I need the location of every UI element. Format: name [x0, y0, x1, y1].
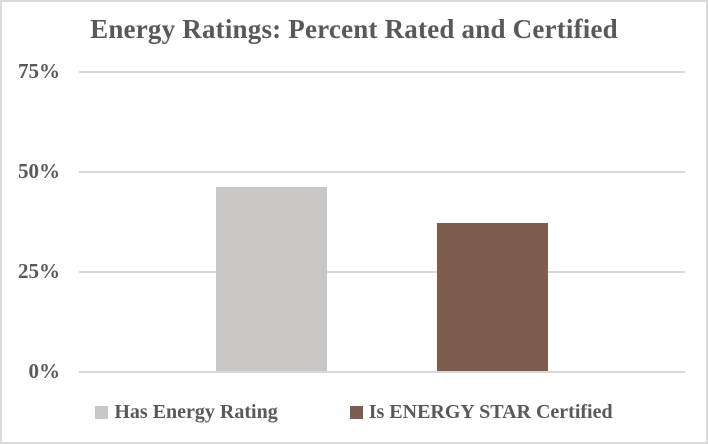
plot-area: [79, 71, 685, 373]
legend-item-has-energy-rating: Has Energy Rating: [95, 399, 278, 425]
y-axis-tick-25: 25%: [18, 259, 60, 283]
legend-label-energy-star-certified: Is ENERGY STAR Certified: [368, 401, 613, 423]
bar-has-energy-rating: [216, 187, 327, 371]
legend-item-energy-star-certified: Is ENERGY STAR Certified: [349, 399, 613, 425]
y-axis-tick-0: 0%: [28, 359, 61, 383]
y-axis-tick-75: 75%: [18, 59, 60, 83]
chart-title: Energy Ratings: Percent Rated and Certif…: [90, 14, 618, 44]
gridline-0: [79, 371, 685, 373]
gridline-50: [79, 171, 685, 173]
legend-swatch-brown-icon: [349, 405, 363, 419]
legend-label-has-energy-rating: Has Energy Rating: [114, 401, 278, 423]
legend-swatch-gray-icon: [95, 405, 109, 419]
y-axis-tick-50: 50%: [18, 159, 60, 183]
gridline-25: [79, 271, 685, 273]
bar-energy-star-certified: [437, 223, 548, 371]
legend: Has Energy Rating Is ENERGY STAR Certifi…: [2, 399, 706, 425]
gridline-75: [79, 71, 685, 73]
